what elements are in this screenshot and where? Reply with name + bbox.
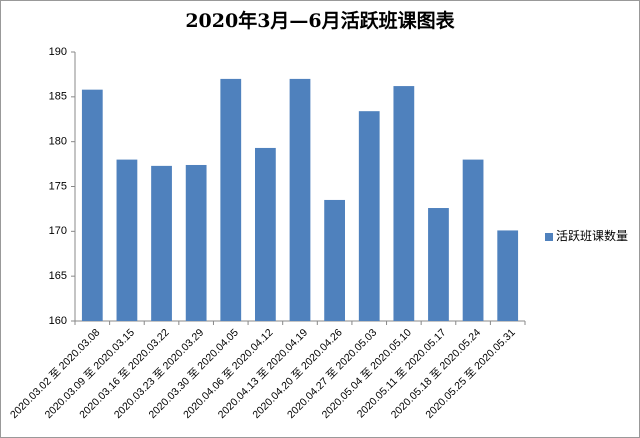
chart-title: 2020年3月—6月活跃班课图表 [185, 9, 455, 32]
bar [185, 164, 207, 321]
legend-label: 活跃班课数量 [556, 228, 628, 243]
bar [393, 86, 415, 321]
y-tick-label: 175 [49, 180, 67, 192]
bar [220, 78, 242, 322]
y-tick-label: 180 [49, 136, 67, 148]
bar [497, 230, 519, 321]
y-tick-label: 190 [49, 46, 67, 58]
y-tick-label: 160 [49, 315, 67, 327]
bar [255, 147, 276, 321]
y-tick-label: 165 [49, 270, 67, 282]
legend-swatch [545, 233, 553, 241]
y-tick-label: 170 [49, 225, 67, 237]
bar [81, 89, 103, 321]
bar [289, 78, 311, 322]
bar [324, 199, 345, 321]
bar [428, 208, 449, 321]
bar [151, 165, 172, 321]
bar [462, 159, 484, 321]
bar [358, 111, 380, 322]
y-tick-label: 185 [49, 91, 67, 103]
bar [116, 159, 138, 321]
